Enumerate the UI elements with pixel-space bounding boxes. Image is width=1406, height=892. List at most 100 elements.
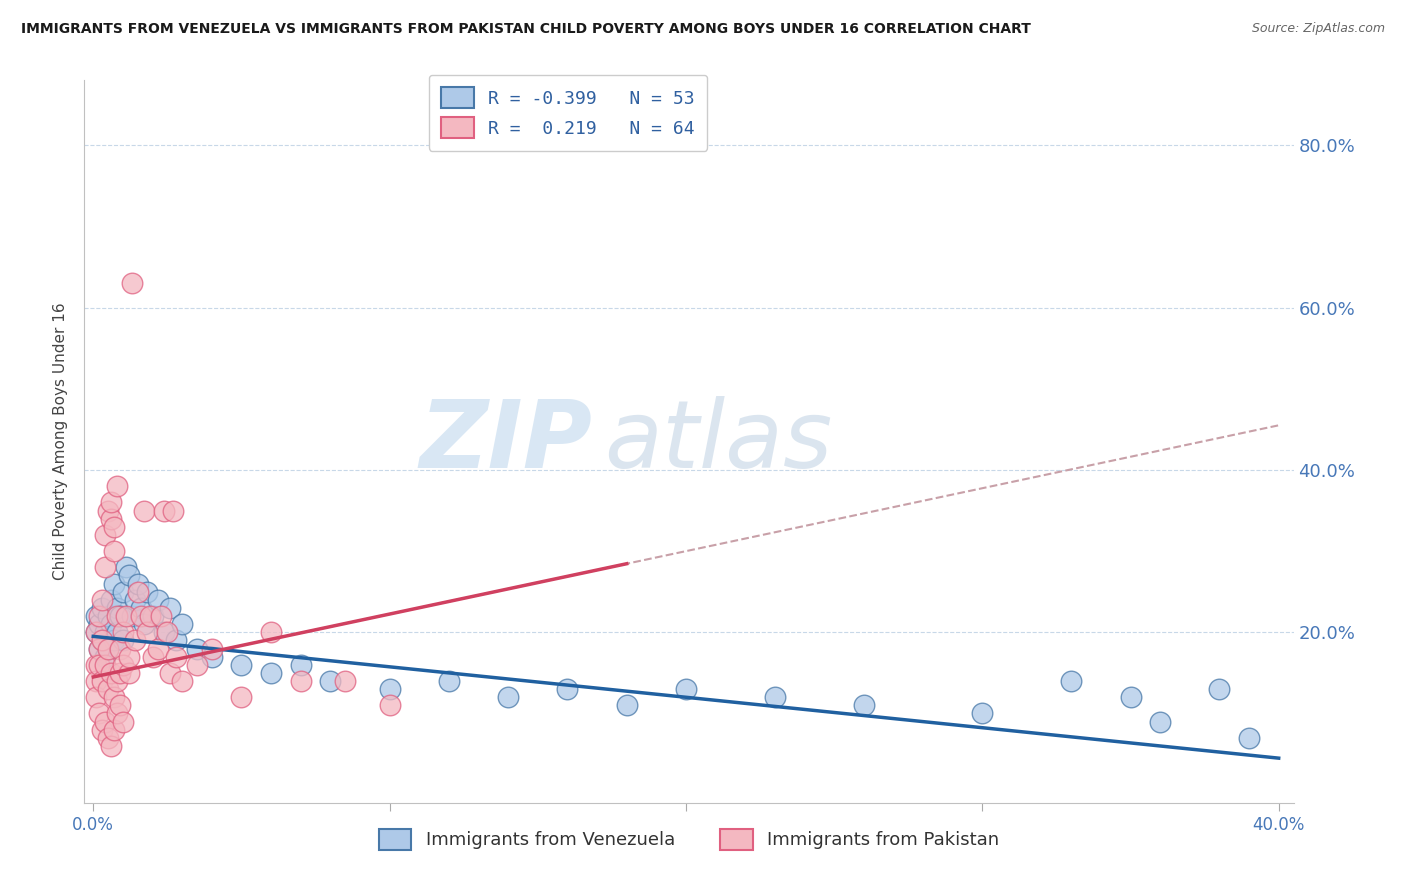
Point: [105, 673, 128, 688]
Point: [105, 479, 128, 493]
Point: [100, 495, 122, 509]
Point: [105, 625, 128, 640]
Point: [231, 690, 253, 705]
Point: [91, 723, 114, 737]
Point: [132, 503, 155, 517]
Point: [159, 601, 181, 615]
Point: [97, 503, 120, 517]
Point: [111, 714, 134, 729]
Point: [97, 609, 120, 624]
Point: [100, 665, 122, 680]
Point: [135, 584, 157, 599]
Point: [172, 673, 194, 688]
Point: [89, 706, 111, 721]
Point: [103, 690, 125, 705]
Point: [557, 682, 579, 697]
Point: [111, 657, 134, 672]
Point: [141, 649, 163, 664]
Point: [115, 609, 138, 624]
Point: [121, 277, 143, 291]
Point: [103, 544, 125, 558]
Point: [94, 657, 117, 672]
Point: [127, 584, 149, 599]
Point: [141, 609, 163, 624]
Point: [1208, 682, 1230, 697]
Point: [165, 649, 187, 664]
Point: [124, 633, 146, 648]
Point: [437, 673, 460, 688]
Point: [94, 528, 117, 542]
Text: IMMIGRANTS FROM VENEZUELA VS IMMIGRANTS FROM PAKISTAN CHILD POVERTY AMONG BOYS U: IMMIGRANTS FROM VENEZUELA VS IMMIGRANTS …: [21, 22, 1031, 37]
Point: [100, 511, 122, 525]
Point: [378, 698, 401, 713]
Point: [201, 641, 224, 656]
Point: [763, 690, 786, 705]
Text: ZIP: ZIP: [419, 395, 592, 488]
Point: [89, 609, 111, 624]
Point: [165, 633, 187, 648]
Point: [97, 731, 120, 745]
Point: [94, 649, 117, 664]
Point: [89, 641, 111, 656]
Legend: Immigrants from Venezuela, Immigrants from Pakistan: Immigrants from Venezuela, Immigrants fr…: [370, 820, 1008, 859]
Point: [103, 520, 125, 534]
Point: [84, 673, 107, 688]
Point: [84, 625, 107, 640]
Point: [496, 690, 519, 705]
Point: [94, 625, 117, 640]
Point: [231, 657, 253, 672]
Point: [115, 560, 138, 574]
Point: [201, 649, 224, 664]
Y-axis label: Child Poverty Among Boys Under 16: Child Poverty Among Boys Under 16: [53, 302, 69, 581]
Point: [972, 706, 994, 721]
Point: [100, 617, 122, 632]
Point: [111, 584, 134, 599]
Point: [124, 592, 146, 607]
Point: [103, 576, 125, 591]
Point: [138, 609, 160, 624]
Point: [91, 592, 114, 607]
Point: [129, 609, 152, 624]
Point: [89, 641, 111, 656]
Point: [290, 657, 312, 672]
Point: [319, 673, 342, 688]
Point: [153, 625, 176, 640]
Point: [616, 698, 638, 713]
Point: [105, 706, 128, 721]
Point: [159, 665, 181, 680]
Point: [148, 592, 170, 607]
Point: [121, 609, 143, 624]
Text: Source: ZipAtlas.com: Source: ZipAtlas.com: [1251, 22, 1385, 36]
Point: [97, 682, 120, 697]
Point: [105, 601, 128, 615]
Text: atlas: atlas: [605, 396, 832, 487]
Point: [135, 625, 157, 640]
Point: [186, 657, 208, 672]
Point: [127, 576, 149, 591]
Point: [118, 568, 141, 582]
Point: [108, 665, 131, 680]
Point: [84, 657, 107, 672]
Point: [111, 625, 134, 640]
Point: [1060, 673, 1083, 688]
Point: [153, 503, 176, 517]
Point: [132, 617, 155, 632]
Point: [103, 633, 125, 648]
Point: [94, 560, 117, 574]
Point: [108, 698, 131, 713]
Point: [852, 698, 875, 713]
Point: [148, 641, 170, 656]
Point: [91, 601, 114, 615]
Point: [1149, 714, 1171, 729]
Point: [91, 673, 114, 688]
Point: [89, 657, 111, 672]
Point: [94, 714, 117, 729]
Point: [97, 641, 120, 656]
Point: [100, 592, 122, 607]
Point: [118, 649, 141, 664]
Point: [108, 609, 131, 624]
Point: [162, 503, 184, 517]
Point: [89, 617, 111, 632]
Point: [156, 625, 179, 640]
Point: [91, 633, 114, 648]
